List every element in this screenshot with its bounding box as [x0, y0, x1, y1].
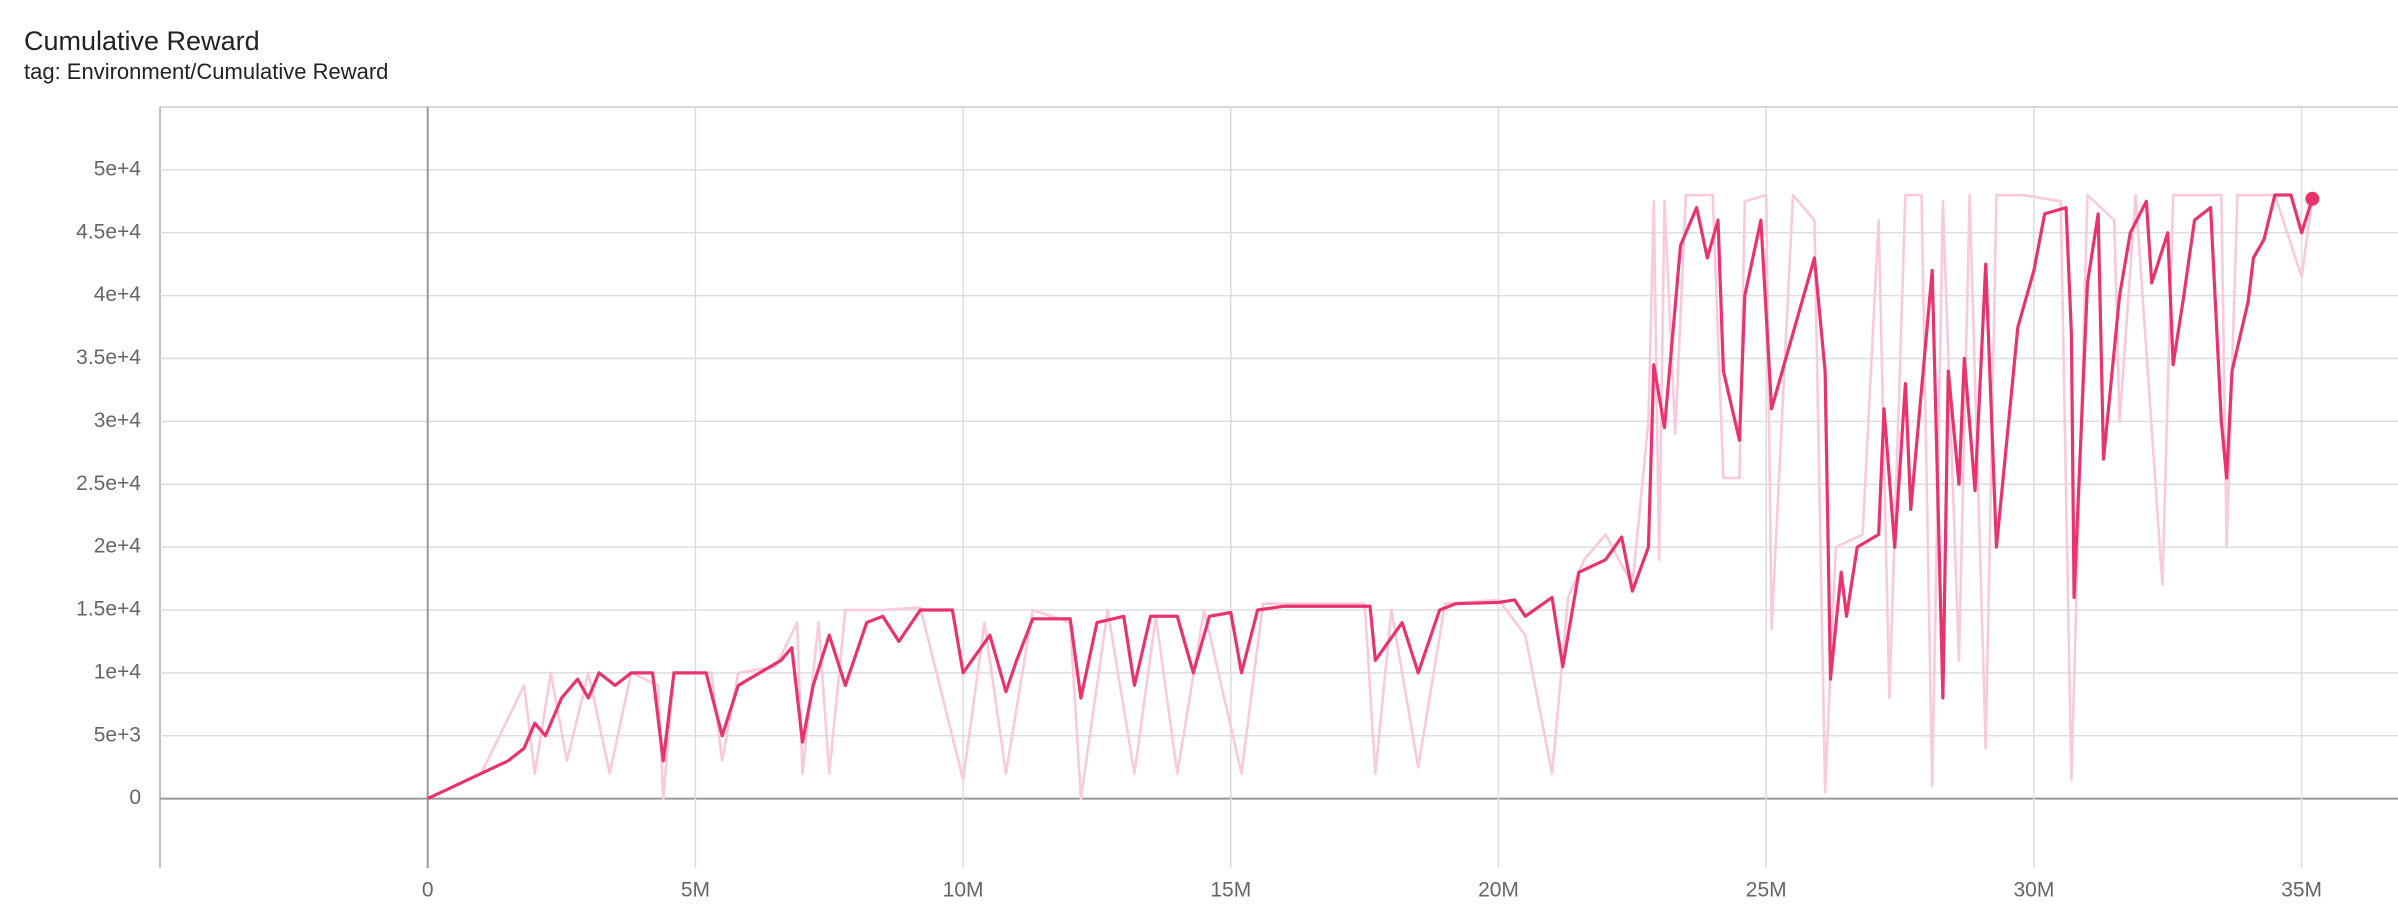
y-tick-label: 4e+4: [94, 283, 142, 306]
y-tick-label: 2.5e+4: [76, 472, 141, 495]
chart-subtitle: tag: Environment/Cumulative Reward: [24, 59, 388, 84]
last-point: [2305, 191, 2320, 206]
y-tick-label: 3.5e+4: [76, 346, 141, 369]
y-tick-label: 3e+4: [94, 409, 142, 432]
x-tick-label: 0: [422, 879, 434, 902]
x-tick-label: 10M: [943, 879, 984, 902]
y-tick-label: 1.5e+4: [76, 598, 141, 621]
y-tick-label: 4.5e+4: [76, 220, 141, 243]
y-tick-label: 2e+4: [94, 535, 142, 558]
x-tick-label: 15M: [1210, 879, 1251, 902]
series-line: [427, 193, 2314, 801]
y-tick-label: 1e+4: [94, 660, 142, 683]
x-tick-label: 35M: [2281, 879, 2322, 902]
chart-title: Cumulative Reward: [24, 26, 260, 56]
y-tick-label: 0: [129, 786, 141, 809]
x-tick-label: 20M: [1478, 879, 1519, 902]
x-tick-label: 30M: [2013, 879, 2054, 902]
x-tick-label: 5M: [681, 879, 710, 902]
x-tick-label: 25M: [1746, 879, 1787, 902]
y-tick-label: 5e+3: [94, 723, 141, 746]
y-tick-label: 5e+4: [94, 157, 142, 180]
